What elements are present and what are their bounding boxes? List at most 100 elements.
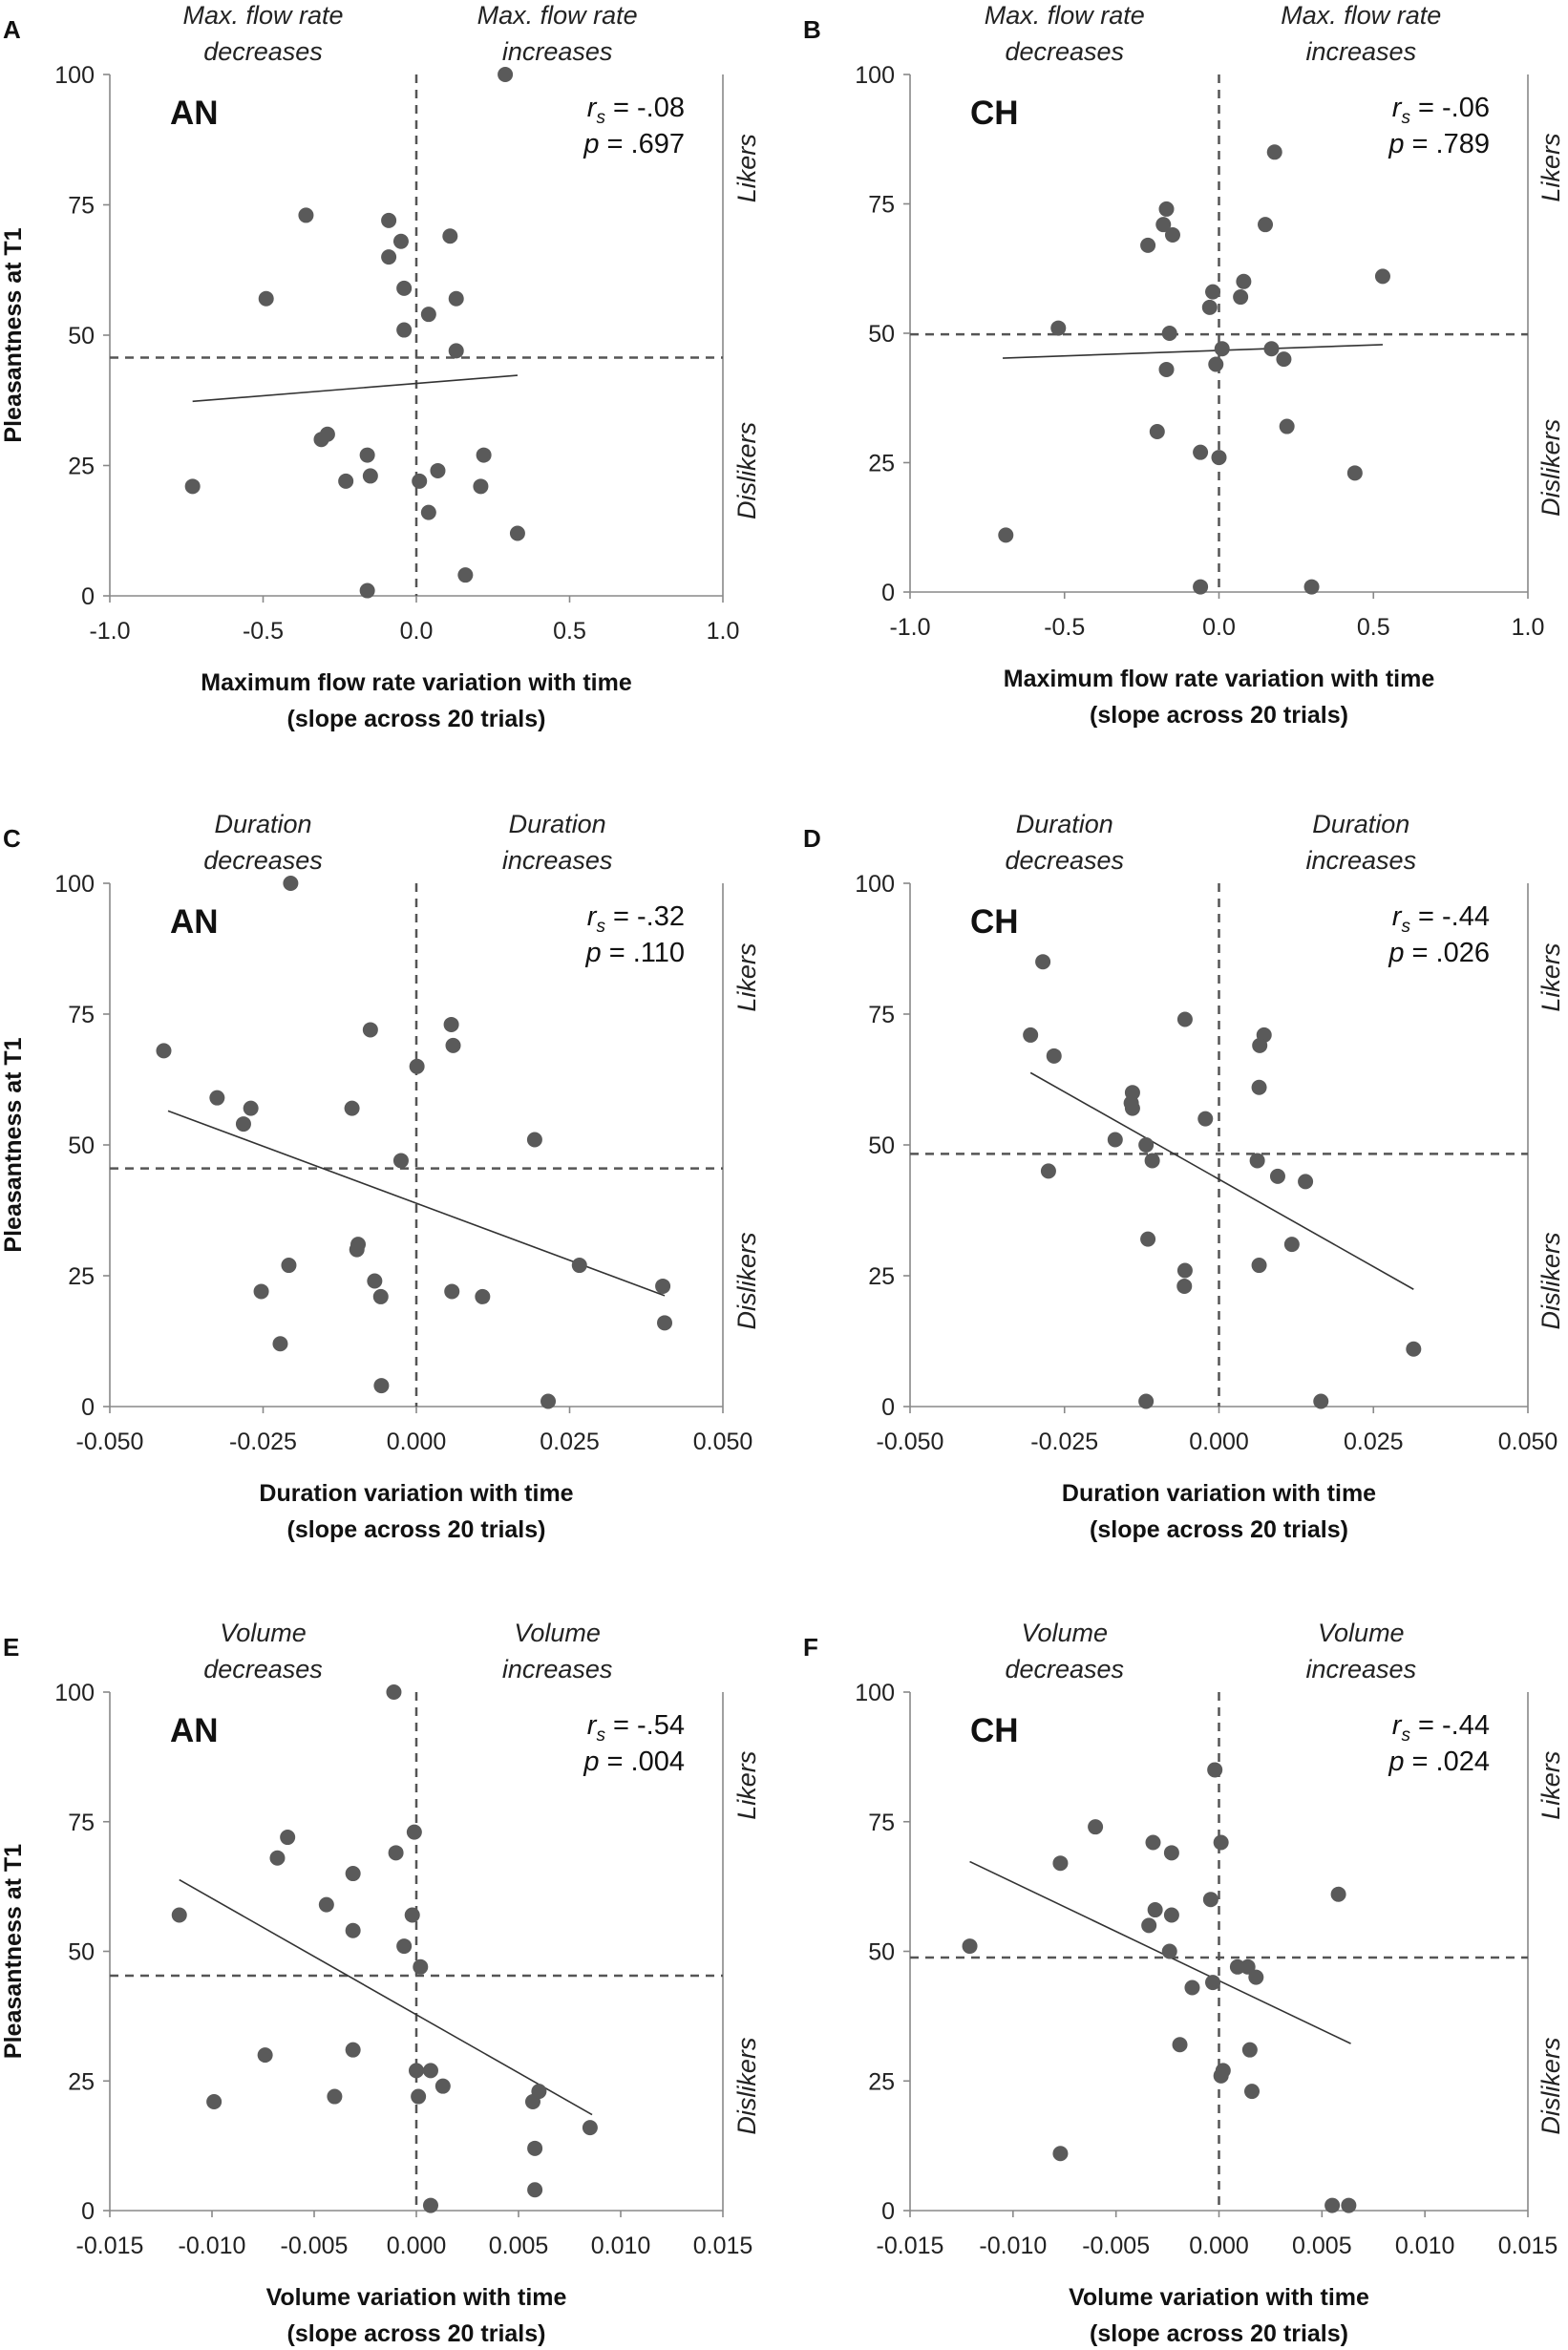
x-tick-label: 0.000 — [1189, 1429, 1249, 1455]
data-point — [1158, 361, 1175, 377]
y-tick-label: 100 — [855, 62, 895, 89]
data-point — [1144, 1153, 1160, 1169]
annotation-left-text: decreases — [1005, 37, 1124, 66]
data-point — [280, 1830, 296, 1846]
y-tick-label: 50 — [68, 323, 95, 349]
data-point — [345, 1866, 361, 1882]
annotation-right-text: Max. flow rate — [1281, 1, 1441, 30]
x-tick-label: 1.0 — [707, 618, 740, 645]
data-point — [448, 290, 464, 307]
data-point — [1205, 284, 1221, 300]
rs-value: -.44 — [1442, 901, 1490, 932]
data-point — [1298, 1174, 1314, 1190]
data-point — [1138, 1393, 1155, 1409]
p-value: .697 — [631, 129, 685, 159]
data-point — [476, 447, 492, 463]
data-point — [1240, 1958, 1256, 1975]
annotation-left-text: Max. flow rate — [182, 1, 343, 30]
fit-line — [192, 374, 518, 403]
data-point — [1266, 144, 1282, 160]
data-point — [1164, 227, 1180, 243]
y-tick-label: 25 — [68, 454, 95, 480]
x-tick-label: 0.050 — [693, 1429, 753, 1455]
data-point — [1346, 465, 1363, 481]
panel-F: F 0 25 50 75 100 -0.015 -0.010 -0.005 0.000 0.005 0… — [803, 1619, 1565, 2347]
y-tick-label: 50 — [868, 1939, 895, 1966]
data-point — [657, 1315, 673, 1331]
data-point — [1213, 2067, 1229, 2084]
data-point — [243, 1100, 259, 1116]
y-tick-label: 0 — [881, 2198, 895, 2225]
x-tick-label: -0.005 — [1082, 2233, 1150, 2259]
x-tick-label: -0.015 — [76, 2233, 144, 2259]
data-point — [338, 473, 354, 489]
data-point — [283, 876, 299, 891]
annotation-right-text: increases — [502, 1655, 613, 1683]
data-point — [1248, 1969, 1264, 1985]
rs-statistic: rs = -.54 — [587, 1710, 685, 1746]
data-point — [209, 1090, 225, 1106]
y-tick-label: 0 — [881, 580, 895, 606]
likers-side-label: Likers — [732, 943, 761, 1012]
dislikers-side-label: Dislikers — [1536, 1232, 1565, 1329]
data-point — [1201, 299, 1218, 315]
fit-line — [1029, 1071, 1414, 1290]
annotation-right-text: increases — [502, 37, 613, 66]
group-label: CH — [970, 95, 1019, 132]
rs-value: -.54 — [637, 1710, 685, 1741]
annotation-right-text: Duration — [509, 810, 606, 838]
data-point — [1050, 320, 1067, 336]
data-point — [1023, 1027, 1039, 1043]
y-tick-label: 50 — [868, 1133, 895, 1159]
annotation-left-text: decreases — [203, 1655, 323, 1683]
data-point — [531, 2084, 547, 2100]
rs-statistic: rs = -.32 — [587, 901, 685, 937]
annotation-left-text: Volume — [220, 1619, 307, 1647]
data-point — [571, 1258, 587, 1274]
data-point — [1252, 1037, 1268, 1053]
data-point — [373, 1378, 390, 1394]
p-value: .110 — [633, 938, 685, 968]
data-point — [269, 1850, 286, 1866]
annotation-left-text: decreases — [1005, 1655, 1124, 1683]
data-point — [1161, 326, 1177, 341]
x-tick-label: 0.015 — [1498, 2233, 1558, 2259]
annotation-left-text: Duration — [214, 810, 311, 838]
data-point — [420, 504, 436, 520]
data-point — [253, 1283, 269, 1300]
data-point — [434, 2078, 451, 2094]
data-point — [526, 1132, 542, 1148]
data-point — [1251, 1079, 1267, 1095]
data-point — [156, 1043, 172, 1059]
x-tick-label: 0.5 — [553, 618, 586, 645]
x-tick-label: 0.015 — [693, 2233, 753, 2259]
x-axis-label: Maximum flow rate variation with time — [201, 669, 632, 696]
data-point — [1107, 1132, 1123, 1148]
data-point — [1193, 579, 1209, 595]
x-axis-label: (slope across 20 trials) — [1090, 1516, 1348, 1543]
data-point — [344, 1100, 360, 1116]
data-point — [1324, 2197, 1341, 2213]
data-point — [582, 2120, 598, 2136]
likers-side-label: Likers — [1536, 1751, 1565, 1820]
likers-side-label: Likers — [1536, 943, 1565, 1012]
y-tick-label: 75 — [68, 193, 95, 220]
y-tick-label: 75 — [68, 1002, 95, 1028]
data-point — [257, 2047, 273, 2064]
y-tick-label: 100 — [54, 1680, 95, 1706]
x-tick-label: -0.5 — [1044, 614, 1085, 641]
y-tick-label: 0 — [881, 1394, 895, 1421]
data-point — [1141, 1917, 1157, 1934]
y-tick-label: 25 — [868, 2068, 895, 2095]
p-statistic: p = .697 — [583, 129, 685, 159]
data-point — [655, 1278, 671, 1294]
data-point — [171, 1907, 187, 1923]
data-point — [1149, 423, 1165, 439]
annotation-right-text: Volume — [514, 1619, 601, 1647]
likers-side-label: Likers — [732, 134, 761, 202]
data-point — [396, 322, 413, 338]
data-point — [1406, 1341, 1422, 1357]
data-point — [206, 2093, 222, 2109]
data-point — [412, 473, 428, 489]
rs-statistic: rs = -.44 — [1392, 1710, 1490, 1746]
